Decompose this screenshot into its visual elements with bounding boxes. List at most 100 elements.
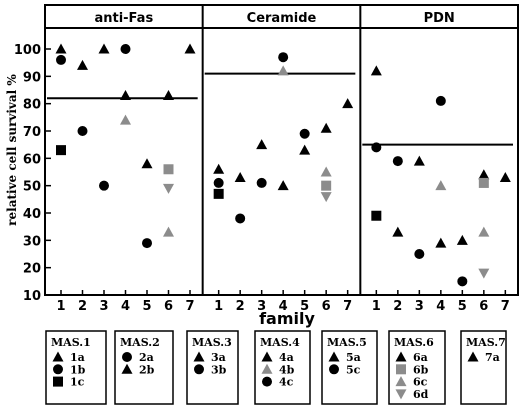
legend-marker-3a <box>193 351 205 362</box>
legend-marker-6d <box>395 389 407 400</box>
data-point-5c <box>299 128 310 139</box>
panel-title: PDN <box>424 11 455 26</box>
legend-label: 6b <box>413 363 429 376</box>
legend-label: 6c <box>413 376 428 389</box>
y-tick-label: 40 <box>23 207 41 222</box>
y-tick-label: 90 <box>23 70 41 85</box>
panel-title: anti-Fas <box>94 11 153 26</box>
legend-marker-6b <box>396 364 406 375</box>
data-point-6a <box>478 169 490 180</box>
data-point-3b <box>99 180 109 191</box>
y-tick-label: 100 <box>14 43 41 58</box>
legend-title: MAS.6 <box>394 336 434 349</box>
legend-label: 5c <box>346 363 361 376</box>
panel-0: anti-Fas 1 2 3 4 5 6 7 <box>47 11 198 314</box>
y-tick-label: 60 <box>23 152 41 167</box>
legend-title: MAS.3 <box>192 336 232 349</box>
y-tick-label: 80 <box>23 98 41 113</box>
data-point-6c <box>320 166 332 177</box>
data-point-1a <box>370 65 382 76</box>
data-point-6d <box>320 192 332 203</box>
data-point-2a <box>235 213 246 224</box>
data-point-7a <box>342 98 354 109</box>
data-point-6b <box>163 164 174 175</box>
data-point-6d <box>478 268 490 279</box>
data-point-6d <box>163 183 174 194</box>
legend-marker-7a <box>467 351 479 362</box>
x-tick-label: 1 <box>372 299 381 314</box>
data-point-4c <box>120 44 131 54</box>
data-point-1a <box>55 43 67 54</box>
x-tick-label: 1 <box>56 299 65 314</box>
data-point-6b <box>321 180 332 191</box>
data-point-6c <box>478 226 490 237</box>
x-tick-label: 2 <box>78 299 87 314</box>
x-tick-label: 2 <box>393 299 402 314</box>
y-tick-label: 70 <box>23 125 41 140</box>
data-point-4c <box>278 52 289 63</box>
legend-title: MAS.4 <box>260 336 300 349</box>
legend-label: 4a <box>279 351 294 364</box>
x-tick-label: 4 <box>279 299 288 314</box>
data-point-1a <box>213 163 225 174</box>
data-point-3b <box>414 249 425 259</box>
legend-marker-2b <box>121 363 133 374</box>
plot-border <box>44 4 519 296</box>
data-point-2b <box>77 59 88 70</box>
x-tick-label: 3 <box>257 299 266 314</box>
data-point-6a <box>320 122 332 133</box>
legend-title: MAS.1 <box>51 336 91 349</box>
x-tick-label: 5 <box>300 299 309 314</box>
x-tick-label: 3 <box>99 299 108 314</box>
legend-marker-2a <box>122 352 132 362</box>
x-tick-label: 3 <box>415 299 424 314</box>
data-point-1c <box>213 188 224 199</box>
legend-label: 3a <box>211 351 226 364</box>
legend-marker-6a <box>395 351 407 362</box>
data-point-1b <box>371 142 382 153</box>
data-point-1b <box>56 54 66 65</box>
panel-1: Ceramide 1 2 3 4 5 6 7 <box>204 11 356 314</box>
legend-label: 2b <box>139 363 155 376</box>
legend-marker-4b <box>261 363 273 374</box>
legend-box-7: MAS.7 7a <box>460 330 507 405</box>
legend-label: 1a <box>70 351 85 364</box>
x-tick-label: 5 <box>142 299 151 314</box>
y-axis-label: relative cell survival % <box>5 74 19 226</box>
legend-label: 5a <box>346 351 361 364</box>
legend-label: 4c <box>279 376 294 389</box>
data-point-4b <box>120 114 131 125</box>
legend-label: 2a <box>139 351 154 364</box>
x-tick-label: 4 <box>121 299 130 314</box>
data-point-4a <box>277 180 289 191</box>
x-tick-label: 7 <box>185 299 194 314</box>
data-point-6b <box>478 177 489 188</box>
x-tick-label: 6 <box>164 299 173 314</box>
legend-label: 7a <box>485 351 500 364</box>
data-point-7a <box>184 43 196 54</box>
data-point-3b <box>256 177 267 188</box>
data-point-2a <box>392 156 403 167</box>
data-point-4c <box>435 95 446 106</box>
legend-label: 1c <box>70 376 85 389</box>
legend-marker-4a <box>261 351 273 362</box>
legend-title: MAS.7 <box>466 336 506 349</box>
legend-marker-5a <box>328 351 340 362</box>
data-point-2a <box>77 126 88 136</box>
legend-marker-1a <box>52 351 64 362</box>
legend-title: MAS.5 <box>327 336 367 349</box>
data-point-4b <box>435 180 447 191</box>
legend-marker-1b <box>53 364 63 375</box>
legend-label: 1b <box>70 363 86 376</box>
data-point-4b <box>277 65 289 76</box>
x-tick-label: 5 <box>458 299 467 314</box>
y-tick-label: 50 <box>23 180 41 195</box>
data-point-1c <box>56 145 66 156</box>
legend-marker-6c <box>395 376 407 387</box>
